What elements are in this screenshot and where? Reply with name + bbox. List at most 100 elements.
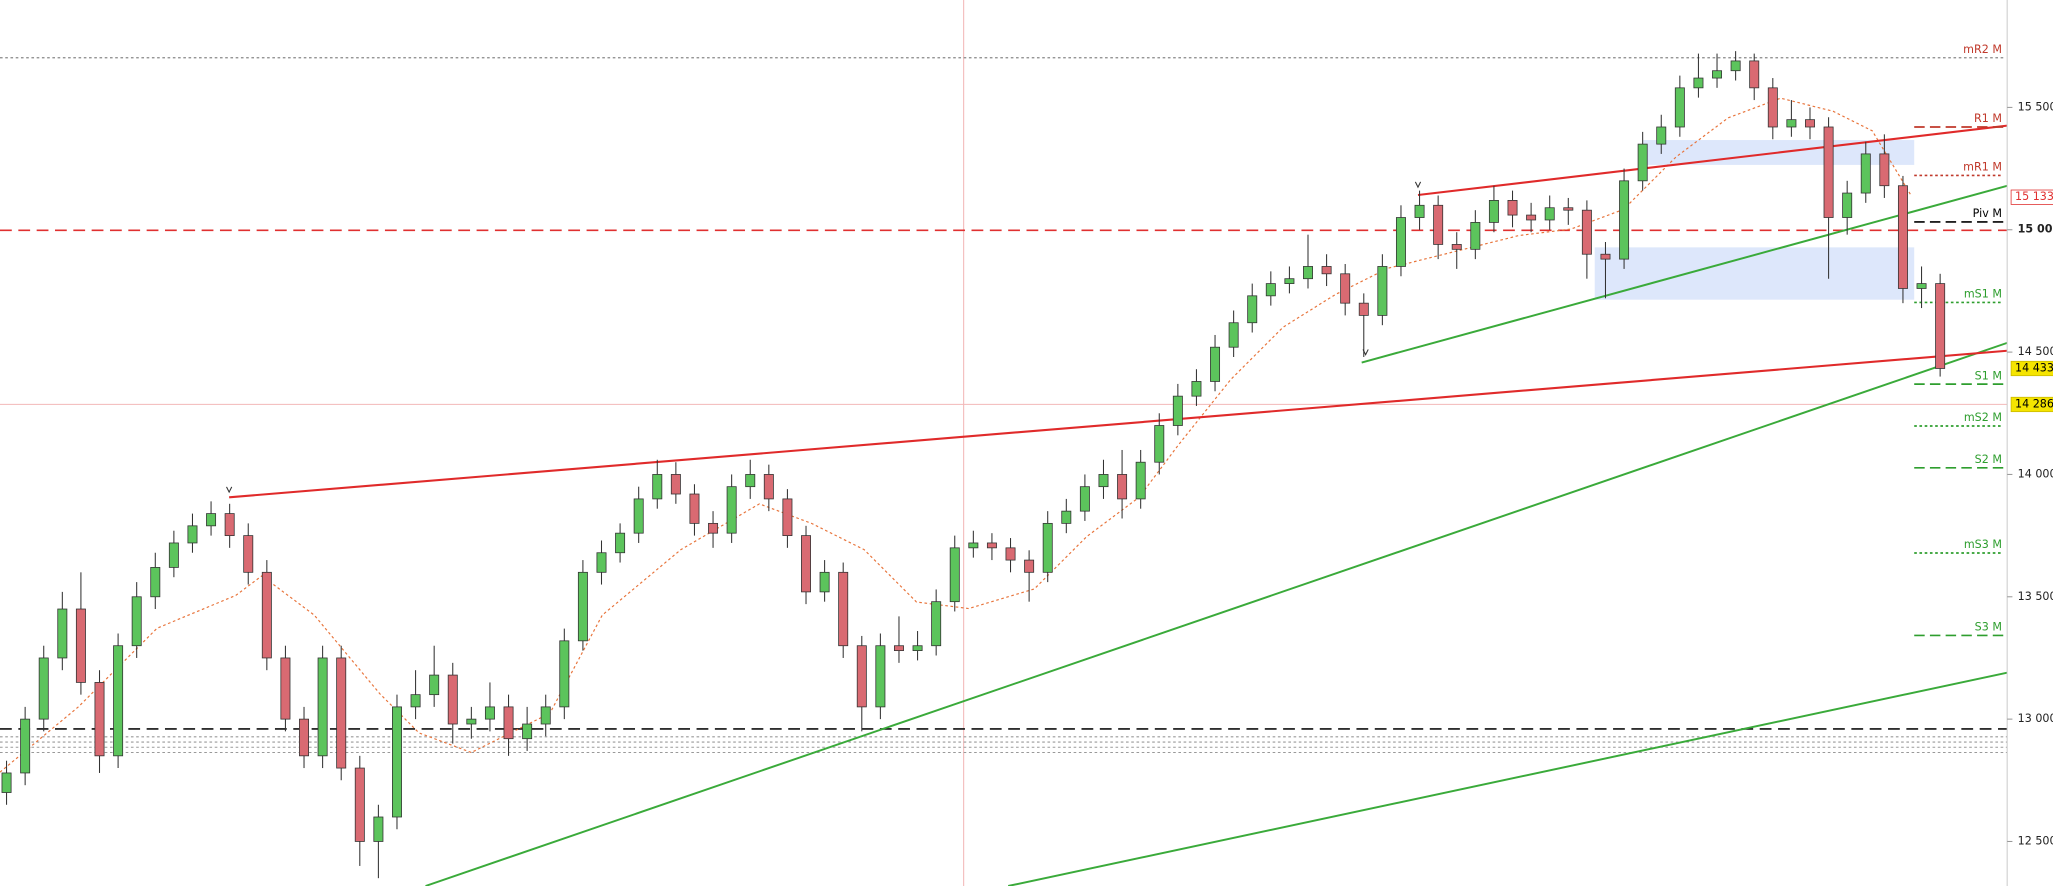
candle-body xyxy=(1767,87,1778,128)
candle-body xyxy=(1265,283,1276,297)
price-tag xyxy=(2010,396,2053,413)
candle-body xyxy=(522,723,533,740)
candle-body xyxy=(1581,209,1592,255)
level-label: S3 M xyxy=(1975,621,2002,634)
candle-body xyxy=(1674,87,1685,128)
candle-body xyxy=(838,571,849,647)
candle-body xyxy=(1303,266,1313,280)
candle-body xyxy=(261,571,272,659)
trendline xyxy=(425,341,2008,886)
y-tick-label: 13 500 xyxy=(2018,590,2053,603)
candle-body xyxy=(373,816,384,842)
level-label: mR1 M xyxy=(1963,161,2002,174)
candle-body xyxy=(1712,70,1723,79)
level-label: S2 M xyxy=(1975,453,2002,466)
level-label: mS1 M xyxy=(1964,288,2002,301)
candle-body xyxy=(949,547,960,603)
candle-body xyxy=(466,718,477,725)
candle-body xyxy=(633,498,644,534)
candle-body xyxy=(1935,283,1946,369)
candle-body xyxy=(856,645,867,708)
candle-body xyxy=(1451,244,1462,250)
candle-body xyxy=(187,525,198,544)
candle-body xyxy=(559,640,570,708)
candle-body xyxy=(1321,266,1332,275)
trendline xyxy=(1417,124,2008,197)
candle-body xyxy=(20,718,31,774)
candle-body xyxy=(1916,283,1927,289)
candle-body xyxy=(1619,180,1630,260)
candle-body xyxy=(1358,302,1369,316)
candle-body xyxy=(540,706,551,725)
candle-body xyxy=(1526,214,1537,221)
candle-body xyxy=(986,542,997,549)
candle-body xyxy=(1005,547,1016,561)
candle-body xyxy=(819,571,830,593)
candle-body xyxy=(1154,425,1165,463)
level-label: R1 M xyxy=(1974,112,2002,125)
price-tag-label: 14 286 xyxy=(2015,397,2053,410)
price-tag-label: 15 133, xyxy=(2015,190,2053,203)
candle-body xyxy=(1210,346,1221,382)
candle-body xyxy=(150,567,161,598)
candle-body xyxy=(57,608,68,659)
candle-body xyxy=(280,657,291,720)
candle-body xyxy=(336,657,347,769)
candle-body xyxy=(1879,153,1890,187)
candle-body xyxy=(1805,119,1815,128)
candle-body xyxy=(1098,474,1109,488)
candle-body xyxy=(1191,381,1202,397)
candle-body xyxy=(1860,153,1871,194)
candle-body xyxy=(503,706,514,740)
drawings xyxy=(0,0,2008,886)
price-tag xyxy=(2010,189,2053,205)
candle-body xyxy=(224,513,235,537)
level-label: mS3 M xyxy=(1964,538,2002,551)
candle-body xyxy=(577,571,588,642)
candle-body xyxy=(1117,474,1128,500)
candle-body xyxy=(1544,207,1555,221)
candle-body xyxy=(912,645,923,652)
candle-body xyxy=(801,535,811,593)
candle-body xyxy=(615,532,626,554)
candle-body xyxy=(931,601,942,647)
candle-body xyxy=(447,674,458,725)
candle-body xyxy=(429,674,440,696)
candle-body xyxy=(1172,395,1183,426)
candle-body xyxy=(652,474,663,500)
candle-body xyxy=(1786,119,1797,128)
moving-average xyxy=(0,97,1913,773)
candle-body xyxy=(206,513,217,527)
y-tick-label: 12 500 xyxy=(2018,834,2053,847)
candle-body xyxy=(763,474,774,500)
candle-body xyxy=(670,474,681,495)
candle-body xyxy=(1488,200,1499,223)
candle-body xyxy=(708,522,719,534)
candle-body xyxy=(94,682,105,757)
level-label: mS2 M xyxy=(1964,411,2002,424)
candle-body xyxy=(1340,273,1351,304)
candle-body xyxy=(1377,266,1388,316)
candle-body xyxy=(1024,559,1035,573)
candle-body xyxy=(392,706,402,818)
candle-body xyxy=(1563,207,1574,211)
candle-body xyxy=(1433,204,1444,245)
candle-body xyxy=(113,645,124,757)
candle-body xyxy=(1061,510,1072,524)
candle-body xyxy=(1730,60,1741,72)
candle-body xyxy=(484,706,495,720)
candle-body xyxy=(1600,253,1611,260)
y-tick-label: 13 000 xyxy=(2018,712,2053,725)
candle-body xyxy=(168,542,179,568)
candle-body xyxy=(1,772,12,793)
candle-body xyxy=(689,493,700,524)
marker xyxy=(1362,349,1369,356)
candle-body xyxy=(1897,185,1908,289)
candle-body xyxy=(299,718,309,757)
y-tick-label: 14 500 xyxy=(2018,345,2053,358)
candle-body xyxy=(968,542,979,549)
candle-body xyxy=(1507,200,1518,216)
candle-body xyxy=(38,657,49,720)
price-tag-label: 14 433, xyxy=(2015,361,2053,374)
candle-body xyxy=(1079,486,1090,512)
